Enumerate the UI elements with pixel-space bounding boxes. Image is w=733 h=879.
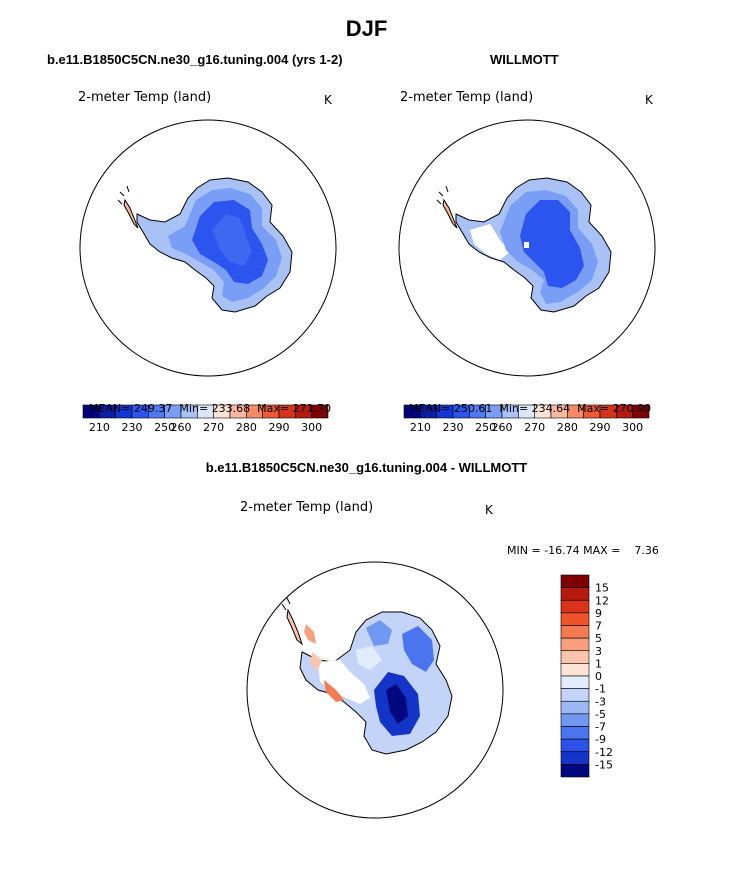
diff-red-peninsula [304, 624, 316, 644]
diff-variable-label: 2-meter Temp (land) [240, 500, 374, 515]
diff-colorbar-swatch [560, 663, 590, 677]
diff-peninsula-tip [286, 608, 304, 646]
panel-1-colorbar-tick-label: 290 [269, 421, 290, 434]
diff-colorbar-label: 0 [595, 670, 602, 683]
diff-colorbar-swatch [560, 587, 590, 601]
diff-minmax-text: MIN = -16.74 MAX = 7.36 [507, 544, 659, 557]
panel-2-stats: MEAN= 250.61 Min= 234.64 Max= 270.90 [402, 389, 651, 415]
diff-darkest-patch [386, 684, 408, 724]
panel-1-colorbar-tick-label: 250 [154, 421, 175, 434]
panel-1-min-label: Min= [179, 402, 209, 415]
diff-units: K [485, 503, 493, 517]
diff-colorbar-swatch [560, 637, 590, 652]
diff-colorbar-swatch [560, 700, 590, 715]
diff-red-west [310, 652, 322, 670]
diff-colorbar-swatch [560, 726, 590, 740]
panel-2-colorbar-tick-label: 210 [410, 421, 431, 434]
diff-colorbar-label: -1 [595, 683, 606, 696]
panel-2-colorbar-tick-label: 250 [475, 421, 496, 434]
panel-2-white-region [470, 224, 510, 260]
panel-2-units: K [645, 93, 653, 107]
diff-colorbar-label: 5 [595, 632, 602, 645]
diff-map [246, 561, 504, 819]
panel-2-map [398, 119, 656, 377]
diff-colorbar-swatch [560, 650, 590, 664]
diff-colorbar-label: -12 [595, 746, 613, 759]
diff-red-coast [324, 680, 344, 702]
diff-colorbar-label: 3 [595, 645, 602, 658]
diff-blue-patch-east [402, 626, 434, 672]
diff-colorbar-swatch [560, 764, 590, 778]
panel-1-mean-value: 249.37 [133, 402, 173, 415]
panel-2-white-pixel [524, 242, 529, 248]
diff-colorbar-swatch [560, 738, 590, 753]
panel-2-case-title: WILLMOTT [490, 52, 559, 67]
figure-title: DJF [345, 16, 388, 41]
panel-1-colorbar-tick-label: 210 [89, 421, 110, 434]
panel-2-colorbar-tick-label: 280 [557, 421, 578, 434]
diff-colorbar-label: 9 [595, 607, 602, 620]
panel-1-colorbar-tick-label: 280 [236, 421, 257, 434]
diff-colorbar-label: -7 [595, 721, 606, 734]
diff-panel-title: b.e11.B1850C5CN.ne30_g16.tuning.004 - WI… [205, 460, 528, 475]
diff-colorbar-swatch [560, 751, 590, 765]
panel-1-max-value: 271.70 [292, 402, 332, 415]
panel-2-min-label: Min= [499, 402, 529, 415]
diff-colorbar-swatch [560, 574, 590, 588]
diff-colorbar-swatch [560, 688, 590, 702]
diff-colorbar-swatch [560, 713, 590, 727]
panel-1-map [79, 119, 337, 377]
panel-1-colorbar-swatch [311, 404, 329, 419]
panel-1-min-value: 233.68 [211, 402, 251, 415]
panel-2-antarctica-inner [520, 200, 584, 288]
panel-2-colorbar-swatch [632, 404, 650, 419]
panel-2-mean-value: 250.61 [453, 402, 493, 415]
diff-colorbar-label: -9 [595, 733, 606, 746]
panel-1-colorbar-tick-label: 300 [301, 421, 322, 434]
panel-2-colorbar-tick-label: 260 [492, 421, 513, 434]
diff-colorbar-label: 1 [595, 657, 602, 670]
diff-colorbar-swatch [560, 612, 590, 626]
diff-colorbar-label: -3 [595, 695, 606, 708]
diff-white-region [318, 660, 370, 704]
diff-colorbar-label: 7 [595, 620, 602, 633]
panel-2-max-value: 270.90 [612, 402, 652, 415]
panel-1-variable-label: 2-meter Temp (land) [78, 90, 212, 105]
diff-colorbar-swatch [560, 599, 590, 614]
panel-1-antarctica-core [212, 214, 252, 266]
diff-colorbar-swatch [560, 675, 590, 689]
panel-2-peninsula-tip [442, 198, 458, 229]
panel-2-colorbar-tick-label: 300 [622, 421, 643, 434]
panel-2-colorbar-tick-label: 230 [443, 421, 464, 434]
diff-colorbar-label: -5 [595, 708, 606, 721]
panel-2-max-label: Max= [577, 402, 610, 415]
panel-1-colorbar-tick-label: 260 [171, 421, 192, 434]
panel-1-colorbar-tick-label: 230 [122, 421, 143, 434]
diff-colorbar-label: -15 [595, 758, 613, 771]
panel-1-case-title: b.e11.B1850C5CN.ne30_g16.tuning.004 (yrs… [47, 52, 343, 67]
panel-1-colorbar-tick-label: 270 [203, 421, 224, 434]
panel-2-variable-label: 2-meter Temp (land) [400, 90, 534, 105]
panel-2-min-value: 234.64 [531, 402, 571, 415]
diff-colorbar-swatch [560, 625, 590, 639]
panel-1-units: K [324, 93, 332, 107]
diff-colorbar-label: 15 [595, 582, 609, 595]
panel-2-colorbar-tick-label: 270 [524, 421, 545, 434]
diff-white-center [356, 646, 382, 670]
panel-2-colorbar-tick-label: 290 [590, 421, 611, 434]
panel-2-mean-label: MEAN= [409, 402, 451, 415]
panel-1-max-label: Max= [257, 402, 290, 415]
panel-1-peninsula-tip [123, 198, 139, 229]
panel-1-mean-label: MEAN= [89, 402, 131, 415]
panel-1-stats: MEAN= 249.37 Min= 233.68 Max= 271.70 [82, 389, 331, 415]
diff-colorbar-label: 12 [595, 594, 609, 607]
diff-blue-patch-north [366, 620, 392, 646]
